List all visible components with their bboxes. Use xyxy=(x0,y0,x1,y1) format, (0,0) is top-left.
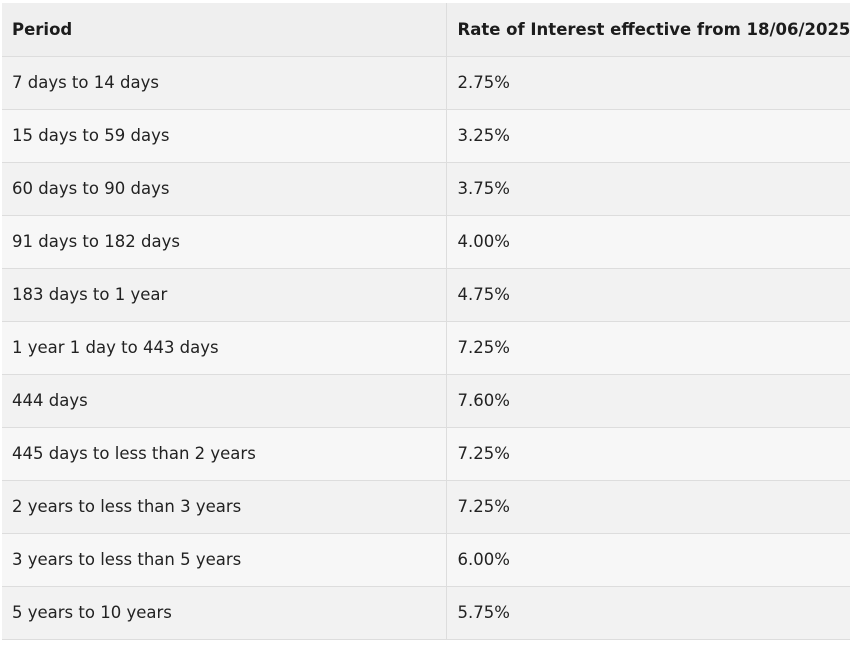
period-cell: 445 days to less than 2 years xyxy=(2,427,446,481)
period-cell: 2 years to less than 3 years xyxy=(2,480,446,534)
interest-rate-table: Period Rate of Interest effective from 1… xyxy=(2,3,850,640)
rate-cell: 3.75% xyxy=(445,162,850,216)
period-cell: 60 days to 90 days xyxy=(2,162,446,216)
period-cell: 3 years to less than 5 years xyxy=(2,533,446,587)
rate-cell: 7.25% xyxy=(445,427,850,481)
table-row: 91 days to 182 days 4.00% xyxy=(2,215,850,269)
table-body: 7 days to 14 days 2.75% 15 days to 59 da… xyxy=(2,56,850,640)
rate-cell: 7.60% xyxy=(445,374,850,428)
table-row: 7 days to 14 days 2.75% xyxy=(2,56,850,110)
table-row: 60 days to 90 days 3.75% xyxy=(2,162,850,216)
period-cell: 183 days to 1 year xyxy=(2,268,446,322)
table-row: 3 years to less than 5 years 6.00% xyxy=(2,533,850,587)
rate-column-header: Rate of Interest effective from 18/06/20… xyxy=(445,3,850,57)
rate-cell: 4.00% xyxy=(445,215,850,269)
table-row: 445 days to less than 2 years 7.25% xyxy=(2,427,850,481)
period-cell: 91 days to 182 days xyxy=(2,215,446,269)
rate-cell: 6.00% xyxy=(445,533,850,587)
period-cell: 1 year 1 day to 443 days xyxy=(2,321,446,375)
period-cell: 5 years to 10 years xyxy=(2,586,446,640)
period-cell: 15 days to 59 days xyxy=(2,109,446,163)
rate-cell: 2.75% xyxy=(445,56,850,110)
table-row: 1 year 1 day to 443 days 7.25% xyxy=(2,321,850,375)
table-row: 444 days 7.60% xyxy=(2,374,850,428)
table-header: Period Rate of Interest effective from 1… xyxy=(2,3,850,57)
header-row: Period Rate of Interest effective from 1… xyxy=(2,3,850,57)
table-row: 5 years to 10 years 5.75% xyxy=(2,586,850,640)
period-cell: 7 days to 14 days xyxy=(2,56,446,110)
rate-cell: 3.25% xyxy=(445,109,850,163)
table-row: 2 years to less than 3 years 7.25% xyxy=(2,480,850,534)
table-row: 183 days to 1 year 4.75% xyxy=(2,268,850,322)
rate-cell: 7.25% xyxy=(445,321,850,375)
rate-cell: 7.25% xyxy=(445,480,850,534)
rate-cell: 4.75% xyxy=(445,268,850,322)
period-column-header: Period xyxy=(2,3,446,57)
rate-cell: 5.75% xyxy=(445,586,850,640)
period-cell: 444 days xyxy=(2,374,446,428)
table-row: 15 days to 59 days 3.25% xyxy=(2,109,850,163)
